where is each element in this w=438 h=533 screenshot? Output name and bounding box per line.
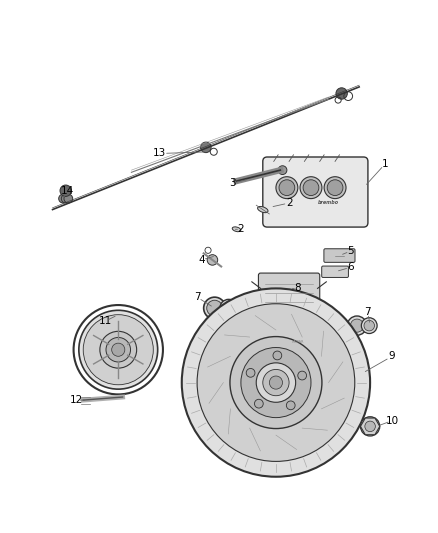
Text: 13: 13 bbox=[153, 149, 166, 158]
Circle shape bbox=[60, 185, 71, 197]
Circle shape bbox=[364, 421, 376, 432]
Text: MOPAR: MOPAR bbox=[292, 340, 304, 344]
Text: 2: 2 bbox=[237, 224, 244, 235]
Circle shape bbox=[303, 180, 319, 196]
Circle shape bbox=[298, 371, 307, 380]
Circle shape bbox=[286, 401, 295, 410]
Text: 1: 1 bbox=[382, 159, 389, 168]
Ellipse shape bbox=[232, 227, 241, 232]
Circle shape bbox=[106, 337, 131, 362]
Text: 8: 8 bbox=[294, 284, 301, 293]
Circle shape bbox=[273, 351, 282, 360]
FancyBboxPatch shape bbox=[258, 273, 320, 312]
Text: 14: 14 bbox=[61, 186, 74, 196]
Circle shape bbox=[350, 319, 364, 332]
Text: 7: 7 bbox=[364, 308, 371, 318]
Circle shape bbox=[276, 177, 298, 199]
Text: brembo: brembo bbox=[318, 200, 339, 206]
Text: 11: 11 bbox=[99, 316, 112, 326]
Circle shape bbox=[263, 369, 289, 395]
Circle shape bbox=[300, 177, 322, 199]
FancyBboxPatch shape bbox=[263, 157, 368, 227]
Text: 7: 7 bbox=[194, 292, 201, 302]
Circle shape bbox=[230, 336, 322, 429]
FancyBboxPatch shape bbox=[321, 266, 349, 278]
Text: 5: 5 bbox=[347, 246, 354, 256]
Text: 12: 12 bbox=[70, 395, 83, 405]
Circle shape bbox=[278, 166, 287, 174]
Circle shape bbox=[220, 300, 237, 317]
Text: 9: 9 bbox=[389, 351, 396, 361]
Circle shape bbox=[61, 194, 70, 203]
Circle shape bbox=[361, 318, 377, 334]
Circle shape bbox=[336, 88, 347, 99]
Circle shape bbox=[279, 180, 295, 196]
Circle shape bbox=[207, 300, 223, 316]
Circle shape bbox=[365, 421, 375, 432]
Text: 4: 4 bbox=[198, 255, 205, 265]
Circle shape bbox=[83, 314, 153, 385]
Circle shape bbox=[182, 288, 370, 477]
Circle shape bbox=[254, 399, 263, 408]
Circle shape bbox=[246, 368, 255, 377]
Circle shape bbox=[204, 297, 226, 319]
Circle shape bbox=[364, 320, 374, 331]
Circle shape bbox=[269, 376, 283, 389]
Circle shape bbox=[201, 142, 211, 152]
Circle shape bbox=[256, 363, 296, 402]
Circle shape bbox=[100, 332, 137, 368]
Text: 10: 10 bbox=[385, 416, 399, 426]
Circle shape bbox=[59, 194, 67, 203]
Circle shape bbox=[79, 310, 158, 389]
Circle shape bbox=[241, 348, 311, 418]
Text: 3: 3 bbox=[229, 178, 236, 188]
Polygon shape bbox=[360, 418, 380, 435]
Circle shape bbox=[223, 302, 234, 314]
Ellipse shape bbox=[258, 206, 268, 213]
FancyBboxPatch shape bbox=[324, 249, 355, 262]
Circle shape bbox=[327, 180, 343, 196]
Circle shape bbox=[64, 194, 73, 203]
Text: 6: 6 bbox=[347, 262, 354, 272]
Circle shape bbox=[360, 417, 380, 436]
Circle shape bbox=[207, 255, 218, 265]
Circle shape bbox=[324, 177, 346, 199]
Circle shape bbox=[112, 343, 125, 356]
Circle shape bbox=[197, 304, 355, 462]
Circle shape bbox=[347, 316, 367, 335]
Text: 2: 2 bbox=[286, 198, 293, 208]
